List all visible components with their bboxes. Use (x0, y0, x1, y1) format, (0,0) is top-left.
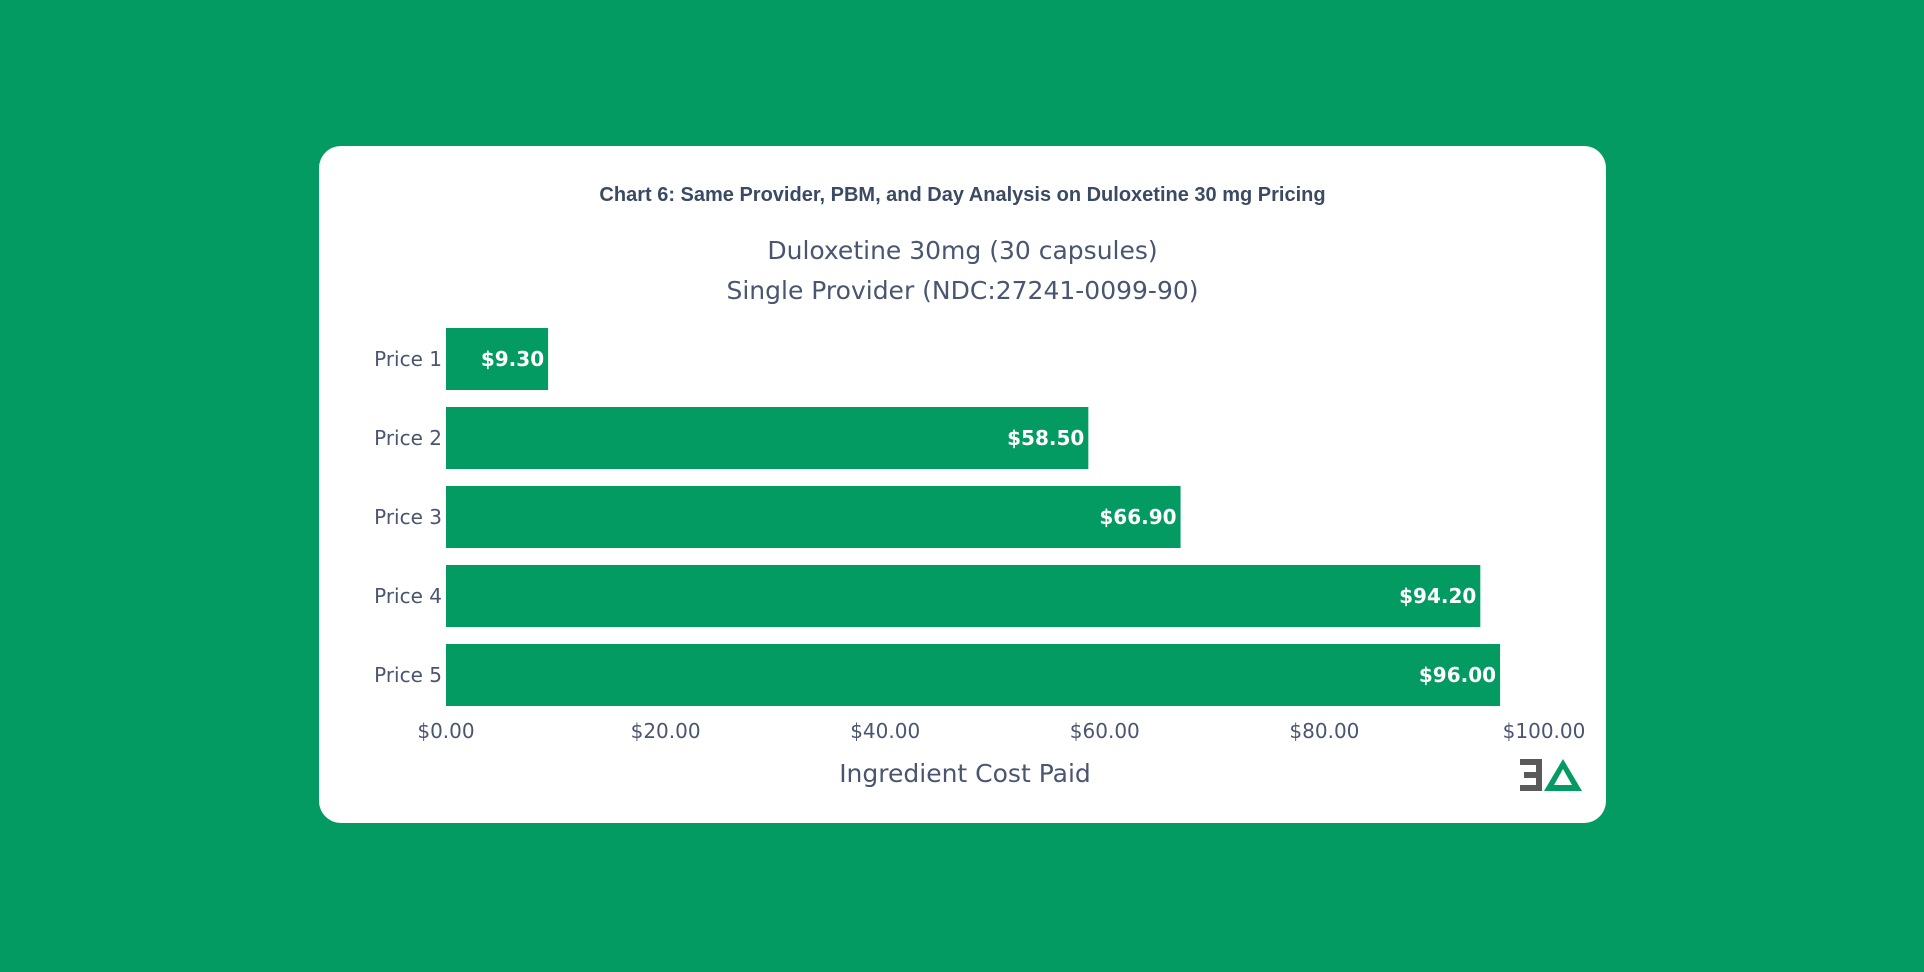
bar-4 (446, 565, 1481, 627)
bar-chart: Price 1 $9.30 Price 2 $58.50 Price 3 $66.90 Pr… (374, 328, 1586, 788)
x-tick-label: $100.00 (1503, 719, 1586, 743)
data-label: $66.90 (1099, 505, 1176, 529)
chart-card: Chart 6: Same Provider, PBM, and Day Ana… (319, 146, 1606, 823)
bar-5 (446, 644, 1501, 706)
data-label: $96.00 (1419, 663, 1496, 687)
y-tick-label: Price 3 (374, 505, 442, 529)
x-tick-label: $20.00 (631, 719, 701, 743)
data-label: $58.50 (1007, 426, 1084, 450)
bar-1 (446, 328, 549, 390)
data-label: $9.30 (481, 347, 544, 371)
chart-title-line-2: Single Provider (NDC:27241-0099-90) (726, 276, 1199, 305)
y-tick-label: Price 2 (374, 426, 442, 450)
x-tick-label: $60.00 (1070, 719, 1140, 743)
data-label: $94.20 (1399, 584, 1476, 608)
page-title: Chart 6: Same Provider, PBM, and Day Ana… (599, 184, 1326, 206)
x-axis-label: Ingredient Cost Paid (839, 759, 1091, 788)
y-tick-label: Price 1 (374, 347, 442, 371)
x-tick-label: $80.00 (1289, 719, 1359, 743)
y-tick-label: Price 4 (374, 584, 442, 608)
bar-3 (446, 486, 1181, 548)
y-tick-label: Price 5 (374, 663, 442, 687)
x-tick-label: $0.00 (417, 719, 474, 743)
x-tick-label: $40.00 (850, 719, 920, 743)
bar-2 (446, 407, 1089, 469)
3-delta-logo-icon (1520, 759, 1582, 791)
chart-title-line-1: Duloxetine 30mg (30 capsules) (767, 236, 1158, 265)
